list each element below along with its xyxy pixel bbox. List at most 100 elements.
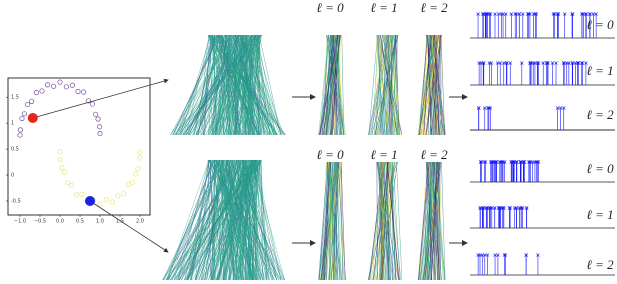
edge (217, 159, 246, 281)
point (129, 179, 135, 185)
stem-head (591, 12, 596, 16)
stem-head (477, 61, 481, 65)
stem-head (544, 61, 549, 65)
edge (226, 159, 245, 281)
edge (322, 161, 330, 281)
stem-head (531, 61, 535, 65)
level-label: ℓ = 1 (586, 207, 613, 222)
edge (433, 161, 438, 281)
stem-head (481, 61, 485, 65)
edge (212, 34, 258, 136)
stem-head (483, 12, 488, 16)
edge (241, 34, 275, 136)
edge (224, 34, 247, 136)
edge (229, 159, 231, 281)
stem-head (502, 61, 506, 65)
stem-head (484, 12, 488, 16)
point (39, 88, 45, 94)
edge (386, 34, 397, 136)
edge (318, 34, 329, 136)
stem-head (485, 253, 490, 257)
edge (379, 161, 383, 281)
stem-head (528, 160, 533, 164)
edge (215, 34, 218, 136)
stem-head (573, 61, 578, 65)
point (57, 149, 63, 155)
edge (253, 159, 257, 281)
edge (424, 161, 441, 281)
edge (368, 34, 388, 136)
edge (217, 34, 237, 136)
edge (381, 161, 394, 281)
edge (322, 161, 339, 281)
stem-head (584, 61, 588, 65)
edge (384, 34, 397, 136)
stem-head (504, 61, 509, 65)
stem-head (555, 106, 560, 110)
stem-head (541, 61, 545, 65)
edge (245, 159, 258, 281)
edge (210, 34, 240, 136)
edge (210, 159, 220, 281)
edge (218, 34, 230, 136)
edge (237, 34, 255, 136)
edge (255, 34, 261, 136)
edge (255, 159, 282, 281)
stem-head (482, 160, 487, 164)
edge (213, 34, 243, 136)
edge (258, 34, 281, 136)
edge (238, 34, 251, 136)
point (65, 180, 71, 186)
edge (217, 34, 232, 136)
stem-head (535, 61, 540, 65)
point (137, 149, 143, 155)
stem-head (483, 253, 487, 257)
edge (378, 34, 382, 136)
edge (260, 159, 267, 281)
level-label: ℓ = 2 (420, 147, 448, 162)
point (115, 193, 121, 199)
stem-head (562, 61, 566, 65)
edge (245, 34, 285, 136)
stem-head (515, 160, 519, 164)
point (61, 169, 68, 176)
arrow (89, 200, 169, 253)
edge (388, 161, 397, 281)
point (59, 165, 65, 171)
edge (207, 159, 212, 281)
edge (214, 34, 216, 136)
edge (369, 161, 384, 281)
stem-head (580, 61, 585, 65)
point (93, 111, 99, 117)
edge (383, 34, 398, 136)
stem-head (524, 253, 528, 257)
edge (377, 161, 385, 281)
point (57, 156, 64, 163)
stem-head (490, 160, 495, 164)
point (125, 181, 131, 187)
edge (227, 159, 254, 281)
edge (331, 34, 340, 136)
edge (341, 34, 345, 136)
stem-head (594, 12, 598, 16)
point (17, 127, 23, 133)
level-label: ℓ = 2 (420, 0, 448, 15)
stem-head (533, 160, 537, 164)
stem-head (487, 206, 492, 210)
scatter-frame (7, 77, 151, 216)
edge (331, 34, 344, 136)
point (95, 116, 101, 122)
edge (215, 34, 238, 136)
edge (421, 34, 429, 136)
edge (434, 161, 440, 281)
stem-head (562, 106, 566, 110)
stem-head (513, 12, 517, 16)
point (17, 132, 23, 138)
stem-head (496, 12, 501, 16)
edge (181, 159, 233, 281)
edge (227, 34, 261, 136)
x-tick-label: 2.0 (136, 219, 144, 225)
edge (329, 161, 339, 281)
highlight-point (85, 195, 95, 206)
edge (248, 34, 260, 136)
